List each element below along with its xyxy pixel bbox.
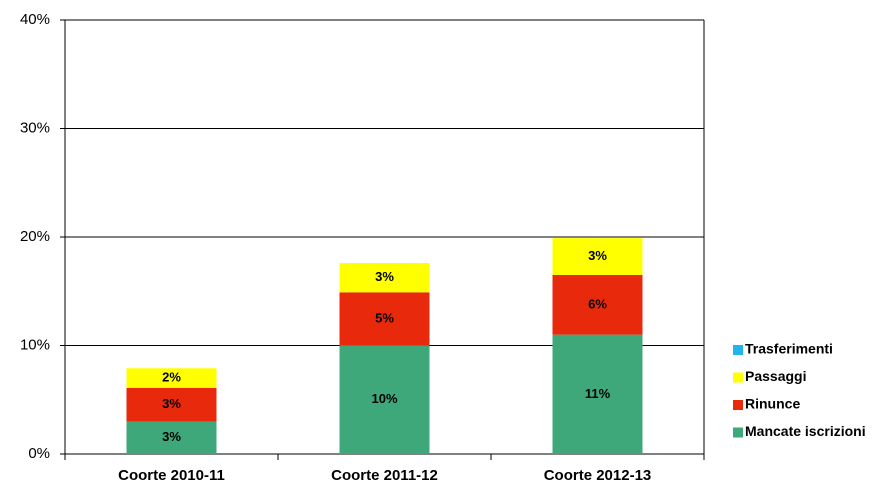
bar-segment bbox=[339, 345, 430, 454]
legend-label: Rinunce bbox=[745, 396, 800, 412]
x-tick-label: Coorte 2010-11 bbox=[118, 467, 225, 484]
bar-segment bbox=[339, 263, 430, 293]
data-label: 11% bbox=[585, 386, 611, 401]
y-tick-label: 20% bbox=[20, 228, 50, 245]
data-label: 3% bbox=[162, 396, 181, 411]
bar-segment bbox=[126, 368, 217, 388]
data-label: 6% bbox=[588, 296, 607, 311]
bar-segment bbox=[552, 274, 643, 335]
data-label: 3% bbox=[375, 269, 394, 284]
data-label: 3% bbox=[162, 429, 181, 444]
y-tick-label: 10% bbox=[20, 336, 50, 353]
y-tick-label: 30% bbox=[20, 119, 50, 136]
data-label: 5% bbox=[375, 310, 394, 325]
bar-segment bbox=[126, 421, 217, 454]
data-label: 3% bbox=[588, 248, 607, 263]
legend-label: Trasferimenti bbox=[745, 341, 833, 357]
bar-segment bbox=[552, 334, 643, 454]
legend-swatch bbox=[733, 372, 743, 383]
legend-swatch bbox=[733, 400, 743, 410]
x-tick-label: Coorte 2011-12 bbox=[331, 467, 438, 484]
legend-swatch bbox=[733, 427, 743, 438]
data-label: 2% bbox=[162, 369, 181, 384]
data-label: 10% bbox=[371, 391, 397, 406]
bar-segment bbox=[552, 238, 643, 275]
y-tick-label: 40% bbox=[20, 11, 50, 28]
y-tick-label: 0% bbox=[28, 445, 50, 462]
x-tick-label: Coorte 2012-13 bbox=[544, 467, 652, 484]
bar-segment bbox=[339, 292, 430, 346]
bar-segment bbox=[126, 387, 217, 422]
legend-label: Mancate iscrizioni bbox=[745, 423, 866, 439]
legend-label: Passaggi bbox=[745, 368, 806, 384]
legend-swatch bbox=[733, 345, 743, 355]
